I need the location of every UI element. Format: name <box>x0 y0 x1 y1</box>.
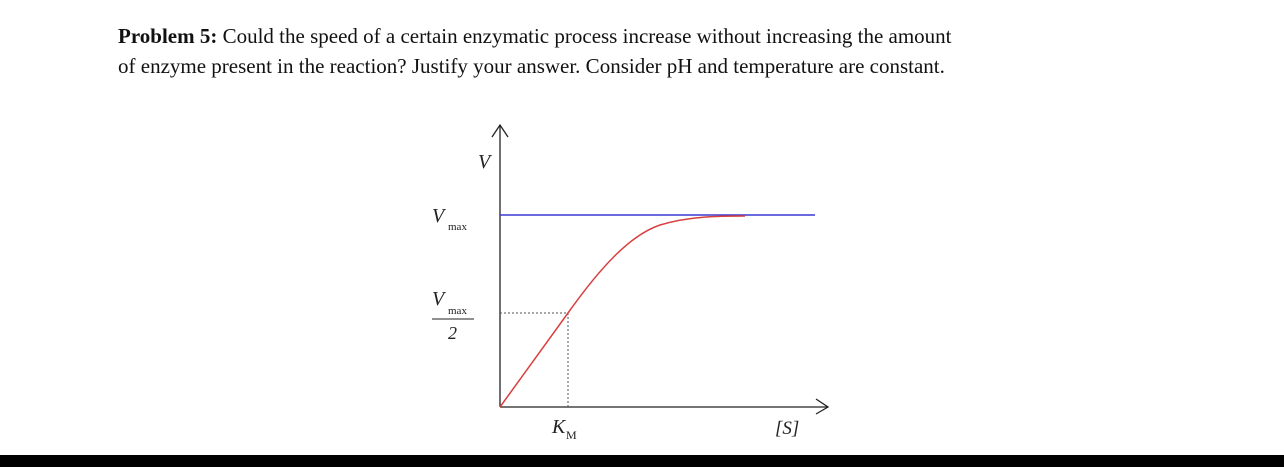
y-label: V <box>478 151 493 173</box>
x-label: [S] <box>775 418 799 439</box>
problem-line: of enzyme present in the reaction? Justi… <box>118 54 945 78</box>
km-symbol: K <box>551 416 567 438</box>
half-denominator: 2 <box>448 323 457 343</box>
x-arrow <box>815 398 830 415</box>
half-symbol: V <box>432 288 447 310</box>
problem-line: Problem 5: Could the speed of a certain … <box>118 24 952 49</box>
half-sub: max <box>448 305 467 317</box>
y-arrow <box>491 123 509 138</box>
problem-text: Could the speed of a certain enzymatic p… <box>222 24 952 48</box>
diagram: V V max V max 2 K M [S] <box>432 123 830 442</box>
bottom-bar <box>0 455 1284 467</box>
km-sub: M <box>566 428 577 442</box>
guides <box>500 312 569 407</box>
axes <box>491 123 830 415</box>
vmax-sub: max <box>448 221 467 233</box>
curve <box>499 215 746 408</box>
problem-label: Problem 5: <box>118 24 218 48</box>
vmax-symbol: V <box>432 205 447 227</box>
